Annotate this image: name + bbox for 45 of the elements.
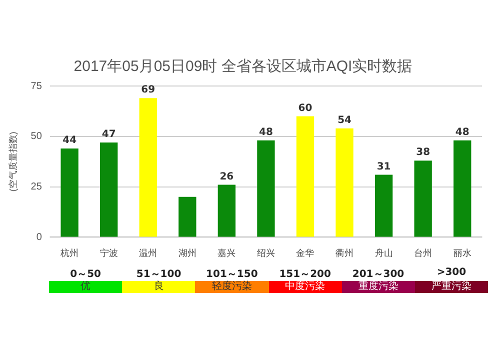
text: 151～200 xyxy=(278,268,332,281)
text: 101～150 xyxy=(205,268,259,280)
bar xyxy=(374,174,393,237)
data-label: 31 xyxy=(376,161,391,172)
bar xyxy=(178,196,196,237)
data-label: 44 xyxy=(62,135,77,146)
x-tick-label: 舟山 xyxy=(374,248,393,258)
bar xyxy=(336,128,354,237)
x-tick-label: 湖州 xyxy=(178,248,196,258)
text: >300 xyxy=(436,267,468,280)
data-label: 60 xyxy=(298,102,312,114)
bar xyxy=(454,140,472,237)
x-tick-label: 杭州 xyxy=(60,248,79,258)
data-label: 69 xyxy=(141,84,156,96)
bar xyxy=(100,142,118,237)
data-label: 54 xyxy=(338,114,352,126)
x-tick-label: 温州 xyxy=(139,248,158,258)
data-label: 47 xyxy=(102,129,116,140)
bar xyxy=(257,140,275,237)
x-tick-label: 金华 xyxy=(296,248,314,258)
x-tick-label: 绍兴 xyxy=(256,248,275,258)
y-axis-title: (空气质量指数) xyxy=(8,132,18,192)
bar xyxy=(296,116,314,237)
bar xyxy=(60,148,78,237)
data-label: 38 xyxy=(416,147,430,158)
text: 0～50 xyxy=(69,268,102,281)
y-tick-label: 0 xyxy=(36,232,42,243)
text: 201～300 xyxy=(351,268,406,281)
y-tick-label: 50 xyxy=(30,131,42,142)
data-label: 48 xyxy=(259,127,273,138)
x-tick-label: 嘉兴 xyxy=(218,248,236,258)
data-label: 26 xyxy=(220,171,234,182)
bar xyxy=(139,98,157,237)
x-tick-label: 宁波 xyxy=(100,248,118,258)
text: 51～100 xyxy=(135,268,182,280)
chart-title: 2017年05月05日09时 全省各设区城市AQI实时数据 xyxy=(74,58,412,76)
bar xyxy=(414,160,432,237)
data-label: 48 xyxy=(455,127,470,138)
y-tick-label: 75 xyxy=(30,80,42,92)
y-tick-label: 25 xyxy=(30,182,42,193)
x-tick-label: 台州 xyxy=(414,248,432,258)
bar xyxy=(218,184,236,237)
x-tick-label: 丽水 xyxy=(453,248,472,258)
aqi-color-scale: 优 良 轻度污染 中度污染 重度污染 严重污染 xyxy=(49,281,488,293)
x-tick-label: 衢州 xyxy=(336,248,354,258)
